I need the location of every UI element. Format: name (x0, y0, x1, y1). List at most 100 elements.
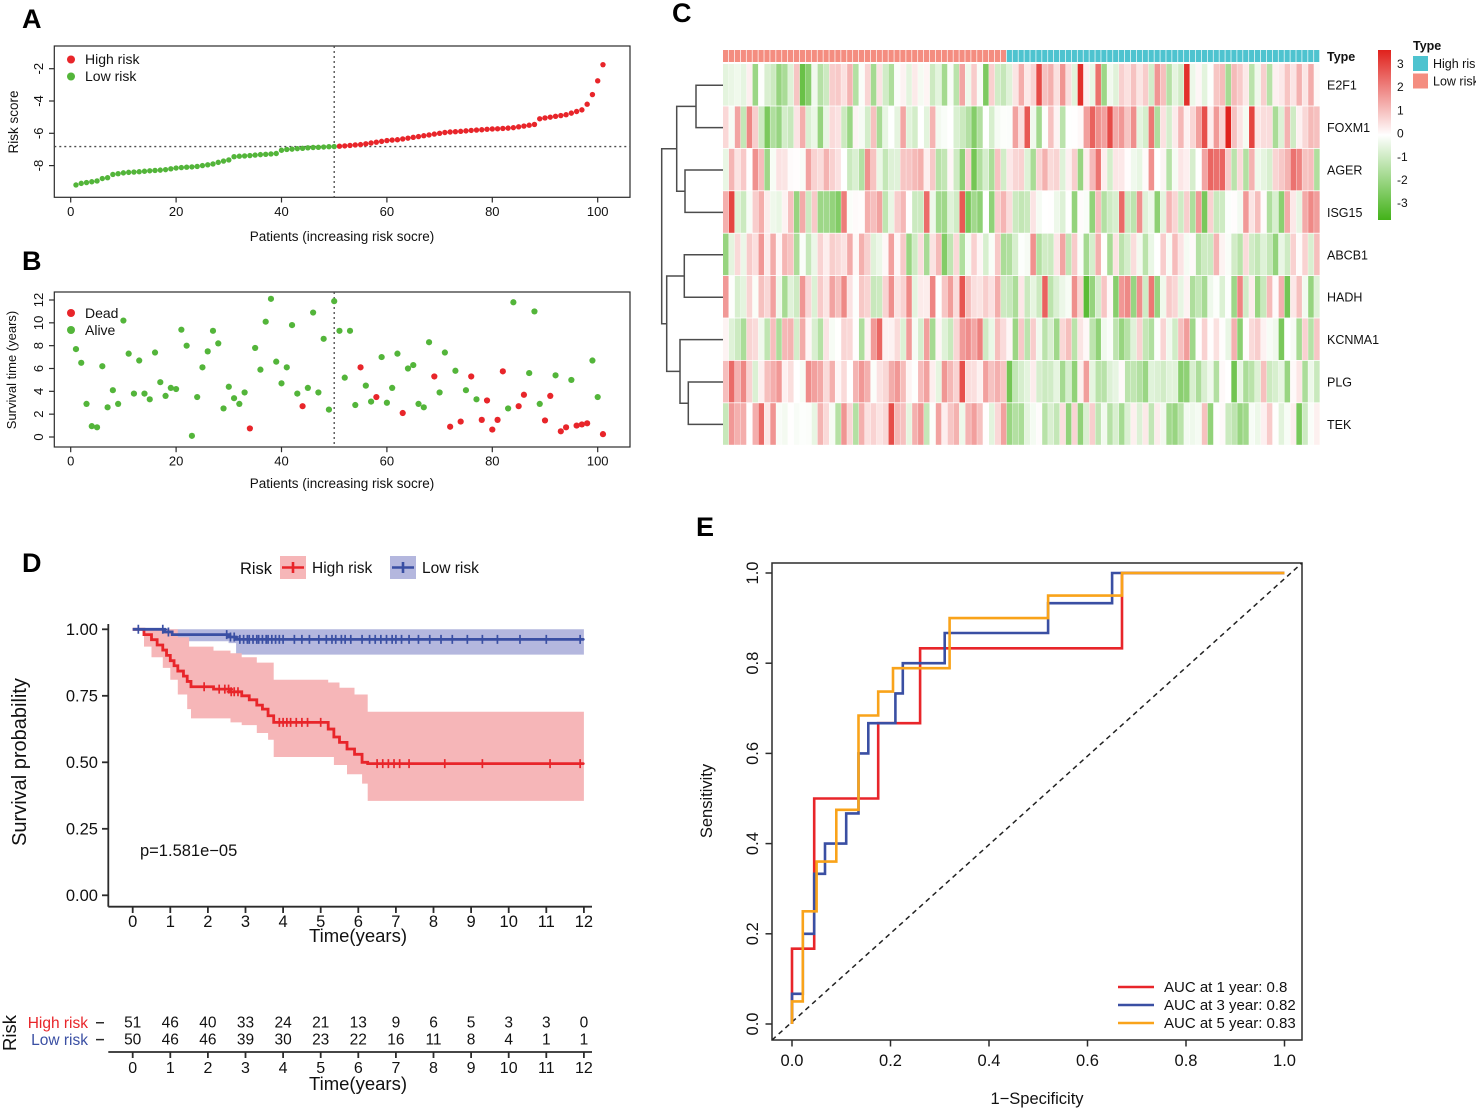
heatmap-cell (782, 318, 788, 360)
heatmap-cell (1083, 403, 1090, 445)
risk-score-point (310, 144, 316, 151)
heatmap-cell (1213, 106, 1220, 148)
risk-score-point (136, 169, 142, 175)
risk-score-point (104, 175, 111, 181)
heatmap-cell (1290, 318, 1297, 360)
d-legend-low-label: Low risk (422, 560, 479, 577)
heatmap-cell (835, 148, 841, 191)
heatmap-cell (817, 191, 824, 233)
heatmap-cell (918, 276, 924, 318)
heatmap-cell (1296, 318, 1302, 360)
heatmap-cell (1272, 403, 1279, 445)
heatmap-cell (1119, 64, 1125, 106)
heatmap-cell (728, 360, 735, 403)
heatmap-cell (1160, 403, 1166, 445)
heatmap-cell (1260, 360, 1267, 403)
heatmap-cell (1178, 360, 1184, 403)
survival-point-dead (494, 416, 501, 423)
survival-point-alive (552, 372, 559, 379)
annotation-cell (1201, 50, 1207, 62)
heatmap-cell (841, 233, 847, 276)
heatmap-cell (1201, 403, 1208, 445)
heatmap-cell (1095, 64, 1101, 106)
risk-score-point (573, 108, 580, 115)
risk-score-point (405, 135, 411, 141)
risk-score-point (162, 166, 169, 173)
heatmap-cell (912, 191, 918, 233)
heatmap-cell (858, 318, 865, 360)
heatmap-cell (1107, 403, 1113, 445)
heatmap-cell (1089, 106, 1096, 148)
heatmap-cell (1071, 64, 1078, 106)
heatmap-cell (1048, 276, 1054, 318)
heatmap-cell (959, 191, 965, 233)
heatmap-cell (758, 403, 765, 445)
survival-point-alive (310, 309, 317, 316)
heatmap-cell (1124, 148, 1131, 191)
annotation-cell (817, 50, 823, 62)
heatmap-cell (853, 64, 859, 106)
heatmap-cell (1308, 233, 1314, 276)
heatmap-cell (941, 276, 948, 318)
heatmap-cell (876, 233, 883, 276)
heatmap-cell (1119, 106, 1125, 148)
c-type-legend-low-swatch (1413, 73, 1428, 89)
heatmap-cell (853, 360, 859, 403)
survival-point-dead (557, 428, 564, 435)
heatmap-cell (1089, 276, 1096, 318)
annotation-cell (1260, 50, 1267, 62)
heatmap-cell (734, 64, 741, 106)
heatmap-cell (746, 276, 753, 318)
heatmap-cell (829, 233, 835, 276)
risk-score-point (568, 110, 575, 116)
annotation-cell (1189, 50, 1196, 62)
risk-table-count: 0 (580, 1015, 589, 1032)
heatmap-cell (1231, 318, 1237, 360)
x-axis-tick-label: 1.0 (1273, 1052, 1296, 1070)
heatmap-cell (1243, 64, 1249, 106)
heatmap-cell (770, 106, 776, 148)
heatmap-cell (941, 148, 948, 191)
risk-score-point (447, 129, 453, 135)
annotation-cell (1160, 50, 1166, 62)
heatmap-cell (947, 360, 954, 403)
survival-point-alive (194, 393, 201, 401)
survival-point-alive (304, 384, 311, 392)
a-x-axis-title: Patients (increasing risk socre) (250, 229, 435, 244)
heatmap-cell (1189, 64, 1196, 106)
panel-e-roc-plot: Sensitivity 1−Specificity AUC at 1 year:… (698, 562, 1303, 1108)
annotation-cell (1314, 50, 1320, 62)
annotation-cell (1036, 50, 1042, 62)
heatmap-cell (882, 191, 889, 233)
heatmap-cell (894, 148, 900, 191)
risk-table-count: 24 (274, 1015, 292, 1032)
heatmap-cell (965, 233, 971, 276)
heatmap-cell (988, 191, 995, 233)
heatmap-cell (965, 64, 971, 106)
censor-mark (492, 634, 502, 644)
heatmap-cell (1101, 191, 1107, 233)
dendrogram-branch (687, 381, 723, 426)
heatmap-cell (1136, 360, 1143, 403)
risk-score-point (183, 164, 190, 170)
heatmap-cell (1243, 106, 1249, 148)
heatmap-cell (1148, 191, 1155, 233)
panel-label-a: A (22, 4, 42, 34)
heatmap-cell (1314, 360, 1320, 403)
heatmap-cell (1101, 276, 1107, 318)
annotation-cell (1113, 50, 1119, 62)
heatmap-cell (746, 403, 753, 445)
heatmap-cell (947, 233, 954, 276)
heatmap-cell (864, 233, 871, 276)
x-axis-tick-label: 3 (241, 913, 250, 931)
heatmap-cell (1308, 318, 1314, 360)
heatmap-cell (728, 233, 735, 276)
heatmap-cell (1189, 276, 1196, 318)
heatmap-cell (1284, 148, 1291, 191)
risk-score-point (521, 123, 527, 129)
risk-score-point (531, 121, 538, 128)
heatmap-cell (1260, 106, 1267, 148)
heatmap-cell (811, 276, 818, 318)
e-y-axis-title: Sensitivity (698, 763, 716, 838)
confidence-band (132, 629, 584, 801)
